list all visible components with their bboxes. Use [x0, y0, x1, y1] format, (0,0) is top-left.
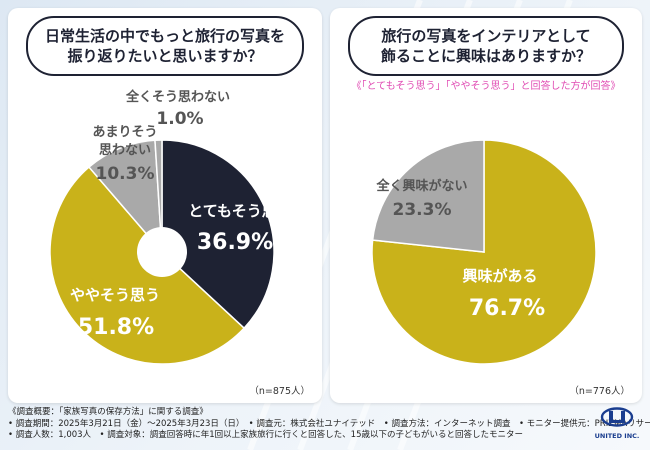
left-question-line1: 日常生活の中でもっと旅行の写真を	[44, 27, 285, 45]
left-pie-chart: とてもそう思う 36.9% ややそう思う 51.8% あまりそう 思わない 10…	[49, 89, 292, 365]
pie-slice-not-at-all	[154, 139, 163, 253]
right-chart-panel: 旅行の写真をインテリアとして 飾ることに興味はありますか？ 《「とてもそう思う」…	[330, 8, 642, 403]
right-note: 《「とてもそう思う」「ややそう思う」と回答した方が回答》	[351, 81, 621, 92]
right-question-line1: 旅行の写真をインテリアとして	[381, 27, 591, 45]
left-label-very: とてもそう思う	[188, 202, 292, 220]
right-label-interested: 興味がある	[462, 267, 537, 285]
left-value-somewhat: 51.8%	[78, 315, 154, 340]
right-value-interested: 76.7%	[469, 296, 545, 321]
right-question-line2: 飾ることに興味はありますか？	[380, 47, 591, 65]
left-label-notmuch-1: あまりそう	[92, 125, 157, 140]
left-value-very: 36.9%	[197, 230, 273, 255]
left-chart-panel: 日常生活の中でもっと旅行の写真を 振り返りたいと思いますか？ とてもそう思う 3…	[8, 8, 322, 403]
left-label-notmuch-2: 思わない	[99, 143, 151, 158]
left-question-box: 日常生活の中でもっと旅行の写真を 振り返りたいと思いますか？	[26, 16, 304, 76]
united-logo-text: UNITED INC.	[594, 432, 640, 440]
pie-slice-very-much	[161, 139, 275, 330]
left-value-notmuch: 10.3%	[96, 164, 155, 184]
pie-slice-not-much	[87, 139, 163, 255]
survey-footer: 《調査概要：「家族写真の保存方法」に関する調査》 • 調査期間：2025年3月2…	[8, 407, 650, 442]
left-sample-size: （n=875人）	[249, 386, 310, 397]
footer-line3: • 調査人数：1,003人 • 調査対象：調査回答時に年1回以上家族旅行に行くと…	[8, 430, 523, 440]
pie-slice-not-interested	[371, 139, 485, 253]
footer-line1: 《調査概要：「家族写真の保存方法」に関する調査》	[8, 407, 208, 417]
left-label-somewhat: ややそう思う	[70, 286, 160, 304]
right-sample-size: （n=776人）	[569, 386, 630, 397]
right-pie-chart: 興味がある 76.7% 全く興味がない 23.3%	[371, 139, 597, 365]
united-logo-icon	[600, 407, 634, 427]
footer-line2: • 調査期間：2025年3月21日（金）～2025年3月23日（日） • 調査元…	[8, 418, 650, 429]
left-pie-hole	[137, 227, 187, 277]
left-question-line2: 振り返りたいと思いますか？	[67, 47, 263, 65]
right-label-notinterested: 全く興味がない	[375, 178, 467, 194]
left-label-notatall: 全くそう思わない	[125, 89, 230, 105]
right-question-box: 旅行の写真をインテリアとして 飾ることに興味はありますか？	[348, 16, 624, 76]
left-value-notatall: 1.0%	[156, 109, 203, 129]
right-value-notinterested: 23.3%	[393, 200, 452, 220]
united-logo: UNITED INC.	[592, 407, 642, 440]
